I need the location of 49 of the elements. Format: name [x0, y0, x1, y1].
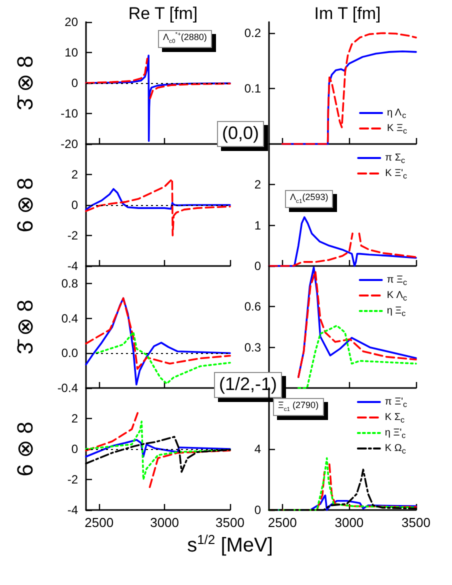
x-tick-label: 3500 — [216, 515, 244, 530]
y-tick-label: 0 — [71, 442, 78, 456]
y-tick-label: 0.8 — [61, 276, 78, 290]
y-tick-label: -4 — [67, 503, 78, 517]
x-tick-label: 3000 — [334, 515, 364, 530]
x-tick-label: 2500 — [268, 515, 297, 530]
y-axis-title: 6 ⊗ 8 — [12, 178, 38, 232]
y-tick-label: 0.2 — [244, 26, 262, 40]
y-tick-label: -0.4 — [57, 381, 78, 395]
y-tick-label: -4 — [67, 259, 78, 273]
line-series — [85, 178, 231, 236]
y-tick-label: 0.1 — [244, 82, 262, 96]
x-axis-title: s$^{1/2}$ [MeV] — [187, 532, 273, 558]
y-tick-label: 0.0 — [61, 346, 78, 360]
y-tick-label: 1 — [254, 218, 262, 232]
line-series — [85, 188, 231, 210]
y-tick-label: 0.6 — [244, 300, 262, 314]
y-axis-title: 6 ⊗ 8 — [12, 422, 38, 476]
chart-title: Re T [fm] — [128, 4, 198, 23]
y-tick-label: 2 — [254, 178, 262, 192]
y-tick-label: 4 — [254, 442, 262, 456]
y-tick-label: -2 — [67, 228, 78, 242]
y-tick-label: 0 — [71, 76, 78, 90]
y-tick-label: 2 — [71, 168, 78, 182]
annotation: Λ$_{c1}$(2593) — [285, 190, 334, 208]
y-tick-label: 0.3 — [244, 340, 262, 354]
y-tick-label: 2 — [71, 412, 78, 426]
x-tick-label: 3500 — [402, 515, 430, 530]
annotation: (0,0) — [217, 121, 264, 147]
line-series — [85, 297, 231, 370]
chart-title: Im T [fm] — [314, 4, 381, 23]
y-tick-label: 0 — [254, 259, 262, 273]
annotation: Ξ$_{c1}$ (2790) — [273, 398, 324, 416]
annotation: (1/2,-1) — [214, 372, 282, 398]
line-series — [281, 32, 417, 145]
annotation: Λ$_{c0}$$^{*+}$(2880) — [158, 30, 212, 48]
x-tick-label: 2500 — [84, 515, 114, 530]
y-tick-label: 10 — [64, 46, 78, 60]
y-axis-title: 3̄ ⊗ 8 — [12, 56, 38, 110]
y-tick-label: 0 — [254, 503, 262, 517]
y-tick-label: 0.4 — [61, 311, 78, 326]
y-tick-label: -2 — [67, 472, 78, 486]
y-tick-label: -20 — [60, 137, 78, 151]
y-axis-title: 3̄ ⊗ 8 — [12, 300, 38, 354]
x-tick-label: 3000 — [150, 515, 180, 530]
y-tick-label: 20 — [64, 15, 78, 29]
y-tick-label: 0 — [71, 198, 78, 212]
y-tick-label: -10 — [60, 106, 78, 120]
line-series — [298, 324, 417, 389]
